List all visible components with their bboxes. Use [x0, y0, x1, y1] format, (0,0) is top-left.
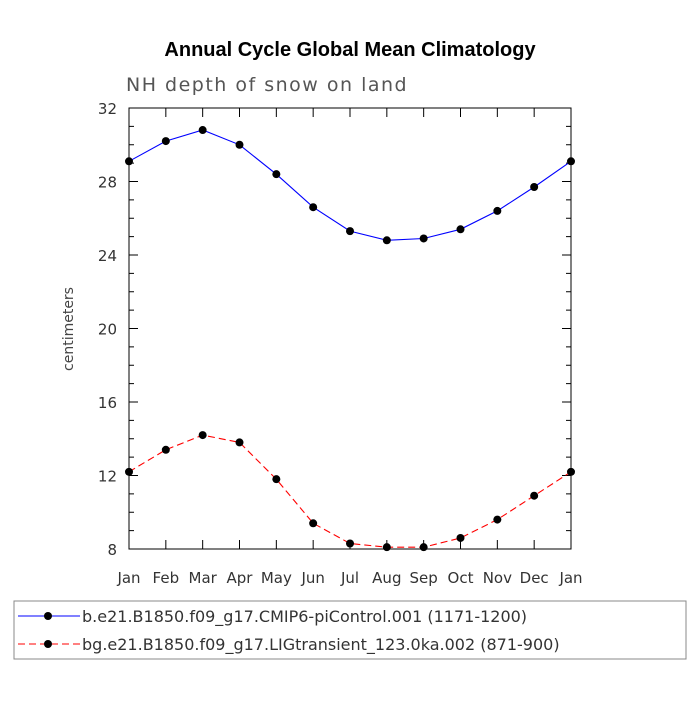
data-point	[382, 236, 391, 245]
x-tick-label: Dec	[520, 569, 549, 587]
x-tick-label: Jan	[116, 569, 140, 587]
chart-title: Annual Cycle Global Mean Climatology	[164, 39, 536, 61]
y-tick-label: 32	[98, 100, 117, 118]
plot-frame	[128, 107, 572, 550]
data-point	[346, 539, 354, 548]
series-line-2	[128, 434, 572, 548]
legend-label-1: b.e21.B1850.f09_g17.CMIP6-piControl.001 …	[82, 607, 527, 627]
data-point	[272, 170, 281, 179]
data-point	[161, 445, 170, 454]
chart-subtitle: NH depth of snow on land	[126, 74, 408, 96]
x-tick-label: Oct	[448, 569, 474, 587]
x-tick-label: Aug	[372, 569, 401, 587]
data-point	[235, 438, 244, 447]
x-tick-label: May	[261, 569, 292, 587]
data-point	[198, 431, 207, 440]
data-point	[456, 225, 465, 234]
data-point	[456, 533, 465, 542]
y-tick-label: 24	[98, 247, 117, 265]
y-tick-label: 8	[107, 541, 117, 559]
x-tick-label: Apr	[227, 569, 254, 587]
data-point	[346, 227, 354, 236]
legend-label-2: bg.e21.B1850.f09_g17.LIGtransient_123.0k…	[82, 635, 560, 655]
data-point	[235, 140, 244, 149]
data-point	[161, 137, 170, 146]
data-point	[567, 157, 575, 166]
y-tick-label: 12	[98, 468, 117, 486]
legend-marker-2	[44, 640, 52, 648]
y-axis-label: centimeters	[61, 287, 77, 371]
data-point	[272, 475, 281, 484]
x-tick-label: Jun	[300, 569, 324, 587]
data-point	[493, 206, 502, 215]
data-point	[530, 491, 539, 500]
data-point	[198, 126, 207, 135]
legend: b.e21.B1850.f09_g17.CMIP6-piControl.001 …	[13, 600, 687, 660]
data-point	[125, 467, 133, 476]
x-tick-label: Mar	[189, 569, 218, 587]
x-tick-label: Nov	[483, 569, 512, 587]
plot-area: 8 12 16 20 24 28 32 Jan Feb Mar Apr May Jun Jul Aug Sep…	[98, 100, 583, 587]
data-point	[125, 157, 133, 166]
data-point	[530, 183, 539, 192]
data-point	[309, 519, 318, 528]
x-tick-label: Jul	[340, 569, 359, 587]
data-point	[419, 543, 428, 552]
y-tick-label: 16	[98, 394, 117, 412]
y-tick-label: 28	[98, 174, 117, 192]
data-point	[419, 234, 428, 243]
x-tick-label: Feb	[153, 569, 180, 587]
data-point	[567, 467, 575, 476]
x-tick-label: Jan	[558, 569, 582, 587]
legend-marker-1	[44, 612, 52, 620]
data-point	[309, 203, 318, 212]
legend-box	[13, 600, 687, 660]
series-line-1	[128, 129, 572, 241]
x-tick-label: Sep	[410, 569, 438, 587]
data-point	[382, 543, 391, 552]
y-tick-label: 20	[98, 321, 117, 339]
data-point	[493, 515, 502, 524]
